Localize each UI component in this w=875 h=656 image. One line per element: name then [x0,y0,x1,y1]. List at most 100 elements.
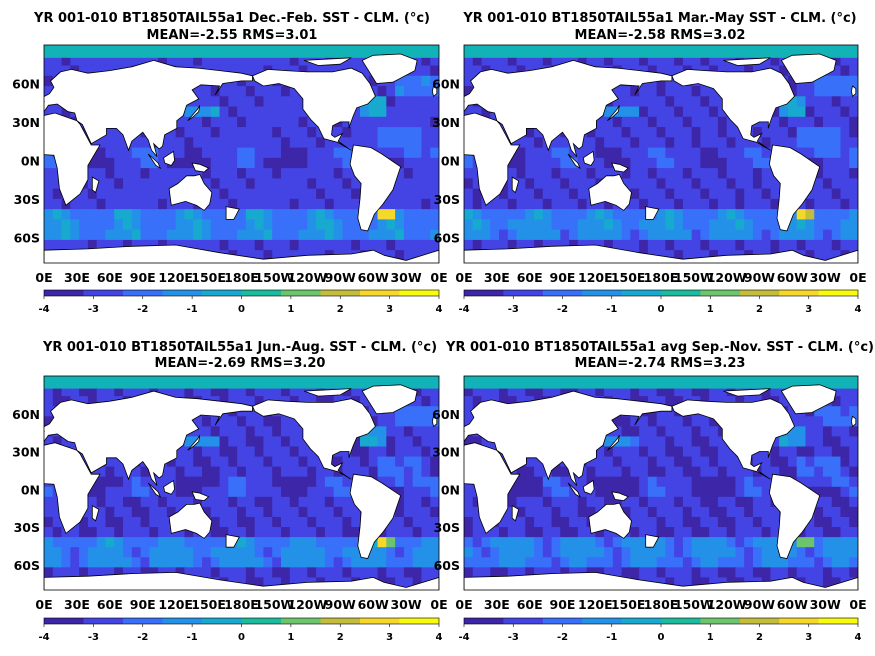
colorbar-tick-label: 1 [707,632,714,643]
x-tick-label: 30E [64,597,90,612]
colorbar-swatch [779,618,819,624]
colorbar-tick-label: 0 [658,304,665,315]
colorbar-tick-label: -2 [137,632,148,643]
x-tick-label: 0E [430,270,447,285]
arctic-band [44,45,439,58]
x-tick-label: 150E [191,597,226,612]
colorbar-tick-label: 2 [337,632,344,643]
x-tick-label: 120E [578,597,613,612]
colorbar-swatch [779,290,819,296]
x-tick-label: 90E [130,270,156,285]
x-tick-label: 150W [674,597,714,612]
x-tick-label: 60E [97,597,123,612]
y-tick-label: 60S [434,230,460,245]
colorbar-swatch [320,290,361,296]
x-tick-label: 180E [224,597,259,612]
colorbar: -4 -3 -2 -1 0 1 2 3 4 [458,617,862,643]
x-tick-label: 120W [707,270,747,285]
map-frame [463,375,859,591]
x-tick-label: 120W [287,597,327,612]
x-tick-label: 90W [325,270,356,285]
colorbar-swatch [818,618,859,624]
colorbar-swatch [582,618,622,624]
y-tick-label: 60S [434,558,460,573]
y-tick-label: 60S [14,230,40,245]
x-tick-label: 30W [390,597,421,612]
colorbar-swatch [202,290,242,296]
y-tick-label: 60N [432,76,460,91]
y-tick-label: 0N [441,482,460,497]
x-tick-label: 0E [35,270,52,285]
x-tick-label: 60W [777,270,808,285]
y-tick-label: 30S [434,192,460,207]
colorbar-swatch [241,290,282,296]
colorbar-tick-label: -4 [458,304,469,315]
y-tick-label: 30S [434,520,460,535]
x-tick-label: 0E [455,270,472,285]
colorbar-tick-label: 3 [386,304,393,315]
arctic-band [464,376,858,389]
colorbar-swatch [621,290,662,296]
x-tick-label: 120W [707,597,747,612]
map-panel-4: YR 001-010 BT1850TAIL55a1 avg Sep.-Nov. … [432,340,874,643]
x-tick-label: 90E [550,270,576,285]
colorbar-swatch [503,618,544,624]
colorbar-swatch [83,618,124,624]
colorbar-tick-label: -3 [508,304,519,315]
colorbar-tick-label: 2 [756,304,763,315]
x-tick-label: 120E [158,270,193,285]
x-tick-label: 120E [158,597,193,612]
x-tick-label: 90E [550,597,576,612]
colorbar-tick-label: 2 [756,632,763,643]
colorbar: -4 -3 -2 -1 0 1 2 3 4 [38,289,443,315]
y-tick-label: 0N [21,482,40,497]
x-tick-label: 150W [254,270,294,285]
colorbar-swatch [464,618,504,624]
panel-subtitle: MEAN=-2.69 RMS=3.20 [155,356,326,371]
x-tick-label: 30E [484,270,510,285]
colorbar-tick-label: 1 [287,632,294,643]
x-tick-label: 180E [644,270,679,285]
colorbar-swatch [44,290,84,296]
x-tick-label: 60W [358,597,389,612]
y-tick-label: 60N [432,407,460,422]
colorbar-tick-label: 0 [238,304,245,315]
colorbar-tick-label: 1 [287,304,294,315]
colorbar-tick-label: 4 [436,632,443,643]
panel-title: YR 001-010 BT1850TAIL55a1 Mar.-May SST -… [462,11,856,26]
map-frame [43,375,440,591]
colorbar-tick-label: -3 [88,632,99,643]
x-tick-label: 60E [97,270,123,285]
colorbar-swatch [44,618,84,624]
colorbar-tick-label: 4 [855,632,862,643]
x-tick-label: 150W [254,597,294,612]
map-frame [463,44,859,264]
y-tick-label: 0N [441,153,460,168]
x-tick-label: 90W [325,597,356,612]
colorbar-tick-label: 2 [337,304,344,315]
colorbar-tick-label: -4 [38,304,49,315]
land-mask [44,53,439,263]
x-tick-label: 150E [191,270,226,285]
map-frame [43,44,440,264]
x-tick-label: 120E [578,270,613,285]
colorbar-tick-label: -2 [137,304,148,315]
colorbar-tick-label: -1 [187,304,198,315]
colorbar: -4 -3 -2 -1 0 1 2 3 4 [38,617,443,643]
y-tick-label: 30N [432,115,460,130]
colorbar-swatch [360,618,400,624]
colorbar-tick-label: -4 [458,632,469,643]
land-mask [464,53,858,263]
colorbar-swatch [123,618,163,624]
colorbar-swatch [700,290,741,296]
x-tick-label: 30W [810,597,841,612]
colorbar-swatch [503,290,544,296]
colorbar-tick-label: 1 [707,304,714,315]
x-tick-label: 0E [849,270,866,285]
colorbar-tick-label: 3 [805,304,812,315]
x-tick-label: 30E [484,597,510,612]
colorbar-tick-label: -1 [606,632,617,643]
y-tick-label: 0N [21,153,40,168]
colorbar-swatch [700,618,741,624]
